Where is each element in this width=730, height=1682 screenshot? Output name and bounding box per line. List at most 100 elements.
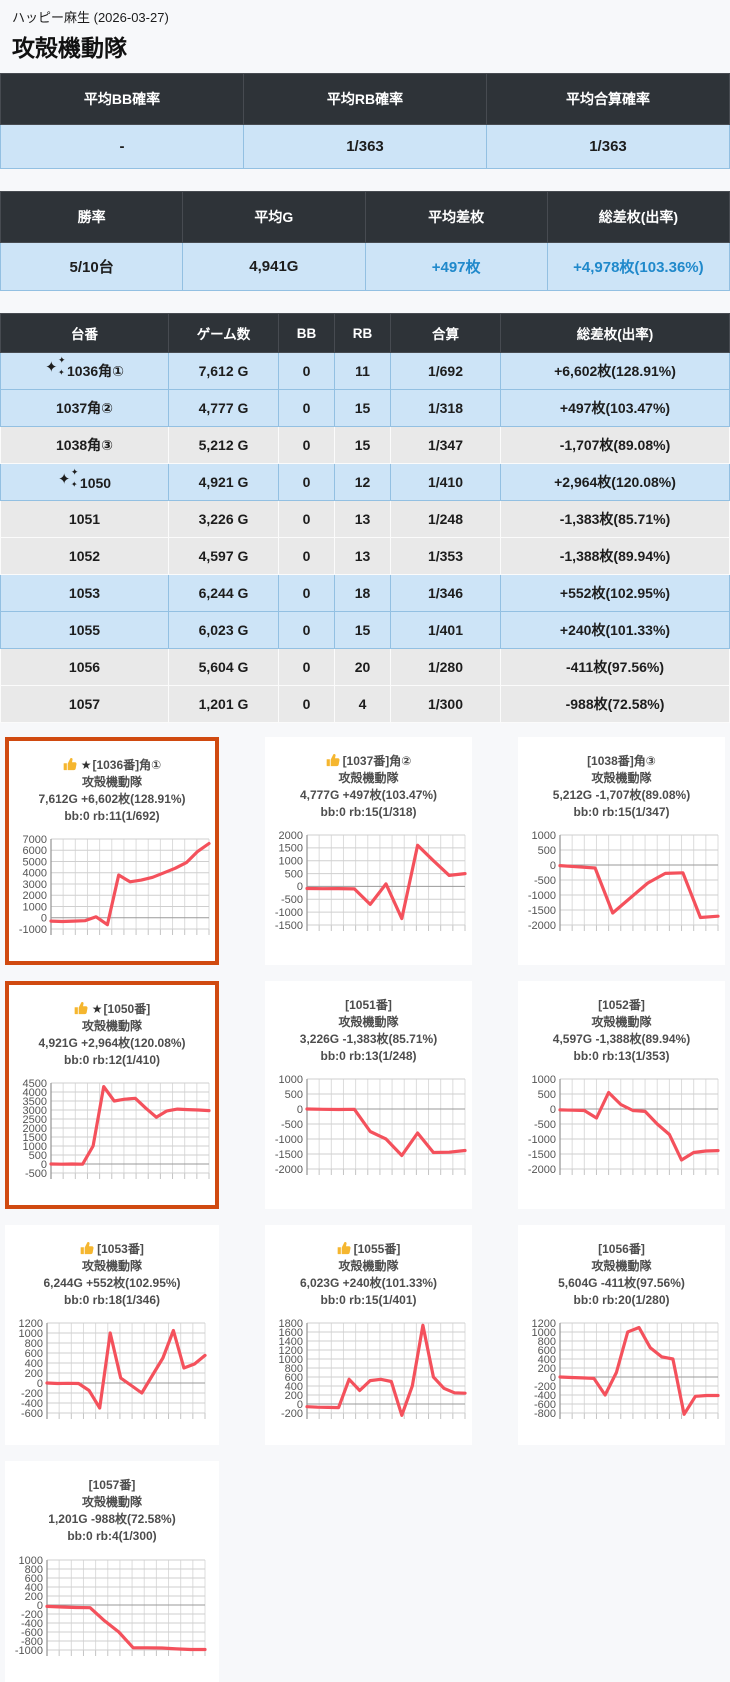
svg-text:0: 0 (41, 1159, 47, 1171)
machine-number: 1050 (79, 474, 112, 491)
machine-row[interactable]: 1056 5,604 G 0 20 1/280 -411枚(97.56%) (0, 648, 730, 686)
svg-text:-1500: -1500 (275, 920, 303, 932)
chart-bbrb-line: bb:0 rb:18(1/346) (63, 1293, 161, 1308)
chart-machine-label: [1055番] (353, 1242, 401, 1257)
chart-grid: ★[1036番]角① 攻殻機動隊 7,612G +6,602枚(128.91%) bb… (0, 737, 730, 1682)
svg-text:1500: 1500 (279, 843, 303, 855)
machine-row[interactable]: ✦ ✦ ✦ 1036角① 7,612 G 0 11 1/692 +6,602枚(128.91%) (0, 352, 730, 390)
machine-number: 1037角② (56, 400, 113, 416)
svg-text:600: 600 (285, 1372, 303, 1384)
machine-header-row: 台番 ゲーム数 BB RB 合算 総差枚(出率) (0, 313, 730, 353)
thumbs-up-icon (337, 1242, 351, 1255)
svg-text:0: 0 (297, 1399, 303, 1411)
svg-text:600: 600 (25, 1348, 43, 1360)
chart-card-title: [1051番] (267, 997, 470, 1014)
svg-text:200: 200 (25, 1368, 43, 1380)
machine-row[interactable]: 1055 6,023 G 0 15 1/401 +240枚(101.33%) (0, 611, 730, 649)
svg-text:-500: -500 (25, 1168, 47, 1180)
machine-row[interactable]: 1051 3,226 G 0 13 1/248 -1,383枚(85.71%) (0, 500, 730, 538)
machine-chart-card[interactable]: [1056番] 攻殻機動隊 5,604G -411枚(97.56%) bb:0 rb:… (518, 1225, 725, 1446)
machine-header-cell: ゲーム数 (168, 313, 279, 353)
machine-chart-card[interactable]: ★[1050番] 攻殻機動隊 4,921G +2,964枚(120.08%) bb:0… (5, 981, 219, 1210)
svg-text:-500: -500 (534, 875, 556, 887)
machine-chart-card[interactable]: [1051番] 攻殻機動隊 3,226G -1,383枚(85.71%) bb:0 r… (265, 981, 472, 1210)
chart-stats-line: 6,244G +552枚(102.95%) (43, 1276, 181, 1291)
games-cell: 7,612 G (168, 352, 279, 390)
svg-text:-200: -200 (534, 1381, 556, 1393)
svg-text:1600: 1600 (279, 1327, 303, 1339)
svg-text:0: 0 (297, 1104, 303, 1116)
games-cell: 5,604 G (168, 648, 279, 686)
gassan-cell: 1/692 (390, 352, 501, 390)
machine-table-body: ✦ ✦ ✦ 1036角① 7,612 G 0 11 1/692 +6,602枚(128.91%)… (0, 352, 730, 723)
prob-header-cell: 平均RB確率 (243, 73, 487, 125)
games-cell: 6,244 G (168, 574, 279, 612)
rb-cell: 15 (334, 611, 391, 649)
chart-stats-line: 4,921G +2,964枚(120.08%) (38, 1036, 186, 1051)
machine-row[interactable]: 1052 4,597 G 0 13 1/353 -1,388枚(89.94%) (0, 537, 730, 575)
rb-cell: 15 (334, 389, 391, 427)
machine-chart-card[interactable]: [1038番]角③ 攻殻機動隊 5,212G -1,707枚(89.08%) bb:0… (518, 737, 725, 966)
chart-model-name: 攻殻機動隊 (591, 1015, 652, 1030)
stats-value-row: 5/10台 4,941G +497枚 +4,978枚(103.36%) (0, 242, 730, 291)
chart-stats-line: 4,597G -1,388枚(89.94%) (552, 1032, 691, 1047)
diff-cell: +497枚(103.47%) (500, 389, 730, 427)
machine-number: 1053 (68, 585, 101, 601)
bb-cell: 0 (278, 611, 335, 649)
diff-cell: +240枚(101.33%) (500, 611, 730, 649)
rb-cell: 4 (334, 685, 391, 723)
page: { "page": { "store_line": "ハッピー麻生 (2026-… (0, 10, 730, 1657)
machine-chart-card[interactable]: [1037番]角② 攻殻機動隊 4,777G +497枚(103.47%) bb:0 … (265, 737, 472, 966)
games-cell: 4,921 G (168, 463, 279, 501)
svg-text:500: 500 (29, 1150, 47, 1162)
svg-text:1000: 1000 (279, 1074, 303, 1086)
chart-model-name: 攻殻機動隊 (591, 1259, 652, 1274)
machine-number: 1038角③ (56, 437, 113, 453)
stats-value-cell: +4,978枚(103.36%) (546, 242, 730, 291)
bb-cell: 0 (278, 463, 335, 501)
thumbs-up-icon (80, 1242, 94, 1255)
bb-cell: 0 (278, 352, 335, 390)
svg-text:-1500: -1500 (528, 1149, 556, 1161)
stats-value-cell: +497枚 (364, 242, 548, 291)
machine-row[interactable]: ✦ ✦ ✦ 1050 4,921 G 0 12 1/410 +2,964枚(120.08%) (0, 463, 730, 501)
svg-text:200: 200 (538, 1363, 556, 1375)
machine-chart-card[interactable]: [1055番] 攻殻機動隊 6,023G +240枚(101.33%) bb:0 rb… (265, 1225, 472, 1446)
games-cell: 6,023 G (168, 611, 279, 649)
chart-model-name: 攻殻機動隊 (81, 1495, 142, 1510)
chart-card-title: [1052番] (520, 997, 723, 1014)
chart-machine-label: [1052番] (598, 998, 645, 1013)
machine-number: 1055 (68, 622, 101, 638)
svg-text:4000: 4000 (23, 1087, 47, 1099)
machine-row[interactable]: 1053 6,244 G 0 18 1/346 +552枚(102.95%) (0, 574, 730, 612)
gassan-cell: 1/353 (390, 537, 501, 575)
svg-text:4500: 4500 (23, 1078, 47, 1090)
svg-text:5000: 5000 (23, 856, 47, 868)
svg-text:2000: 2000 (23, 890, 47, 902)
svg-text:500: 500 (538, 845, 556, 857)
machine-row[interactable]: 1038角③ 5,212 G 0 15 1/347 -1,707枚(89.08%) (0, 426, 730, 464)
chart-machine-label: [1053番] (97, 1242, 144, 1257)
svg-text:-1000: -1000 (275, 907, 303, 919)
chart-model-name: 攻殻機動隊 (338, 1259, 399, 1274)
svg-text:800: 800 (25, 1338, 43, 1350)
machine-chart-card[interactable]: [1053番] 攻殻機動隊 6,244G +552枚(102.95%) bb:0 rb… (5, 1225, 219, 1446)
machine-chart-card[interactable]: [1057番] 攻殻機動隊 1,201G -988枚(72.58%) bb:0 rb:… (5, 1461, 219, 1682)
thumbs-up-icon (63, 757, 77, 771)
machine-chart-card[interactable]: ★[1036番]角① 攻殻機動隊 7,612G +6,602枚(128.91%) bb… (5, 737, 219, 966)
machine-chart-card[interactable]: [1052番] 攻殻機動隊 4,597G -1,388枚(89.94%) bb:0 r… (518, 981, 725, 1210)
svg-text:0: 0 (37, 1378, 43, 1390)
chart-machine-label: [1038番]角③ (587, 754, 656, 768)
gassan-cell: 1/410 (390, 463, 501, 501)
chart-bbrb-line: bb:0 rb:15(1/347) (573, 805, 670, 820)
chart-stats-line: 5,212G -1,707枚(89.08%) (552, 788, 691, 803)
machine-row[interactable]: 1057 1,201 G 0 4 1/300 -988枚(72.58%) (0, 685, 730, 723)
svg-text:400: 400 (285, 1381, 303, 1393)
games-cell: 4,777 G (168, 389, 279, 427)
svg-text:-2000: -2000 (528, 1164, 556, 1176)
machine-row[interactable]: 1037角② 4,777 G 0 15 1/318 +497枚(103.47%) (0, 389, 730, 427)
chart-bbrb-line: bb:0 rb:12(1/410) (63, 1053, 161, 1068)
bb-cell: 0 (278, 685, 335, 723)
